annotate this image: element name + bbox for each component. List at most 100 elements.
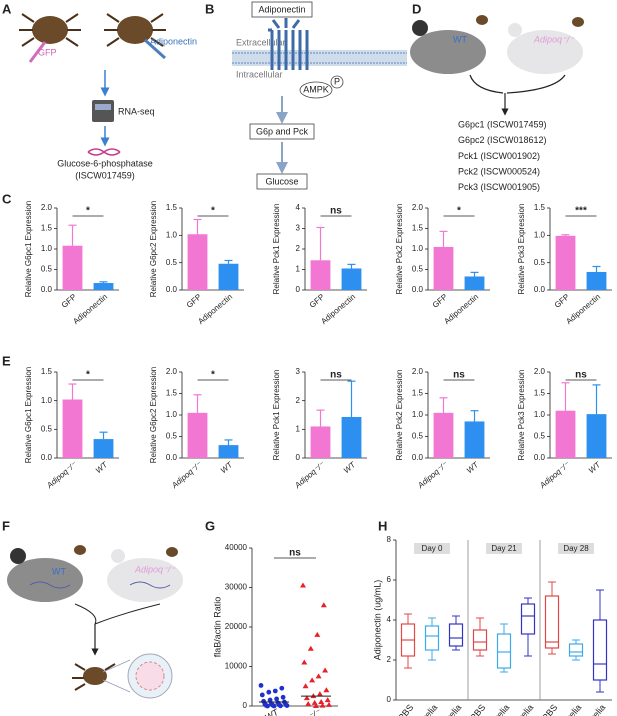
y-tick-label: 3 [296, 224, 301, 233]
gene-list: G6pc1 (ISCW017459) G6pc2 (ISCW018612) Pck1… [458, 119, 547, 192]
point [314, 631, 321, 637]
panel-letter: E [2, 353, 11, 368]
y-tick-label: 1.0 [41, 244, 53, 253]
mouse-ear [508, 23, 522, 37]
label: RNA-seq [118, 106, 155, 116]
x-tick-label: Adiponectin [442, 292, 480, 326]
point [307, 645, 314, 651]
y-tick-label: 3 [296, 367, 301, 376]
point [284, 703, 290, 709]
sequencer [92, 100, 114, 122]
gene-label: G6pc2 (ISCW018612) [458, 135, 547, 145]
y-tick-label: 1.0 [534, 230, 546, 239]
y-tick-label: 1.5 [41, 367, 53, 376]
box [520, 603, 536, 635]
y-tick-label: 0.0 [412, 285, 424, 294]
mouse-ear [111, 549, 125, 563]
bar [341, 417, 362, 458]
y-axis-label: Relative G6pc2 Expression [149, 367, 158, 464]
point [278, 703, 283, 709]
bar [62, 399, 83, 458]
point [324, 697, 331, 703]
y-axis-label: Relative G6pc1 Expression [24, 201, 33, 298]
y-axis-label: Adiponectin (ug/mL) [372, 580, 382, 661]
y-tick-label: 0 [387, 695, 392, 704]
y-tick-label: 0.5 [166, 258, 178, 267]
panel-letter: A [2, 1, 12, 16]
day-box [558, 543, 594, 554]
mouse-ear [412, 20, 428, 36]
label: WT [453, 34, 467, 44]
bar [433, 412, 454, 458]
diagram-a: GFP Adiponectin RNA-seq Glucose-6-phosph… [19, 13, 197, 180]
box [448, 623, 464, 647]
x-tick-label: Adipoq⁻/⁻ [282, 707, 324, 716]
y-tick-label: 8 [387, 535, 392, 544]
point [319, 702, 326, 708]
x-tick-label: WT [342, 460, 358, 476]
sig-label: ns [330, 370, 342, 381]
y-tick-label: 1.5 [412, 389, 424, 398]
x-tick-label: PBS [468, 702, 487, 716]
label: Adiponectin [150, 36, 197, 46]
panel-letter: F [2, 518, 10, 533]
receptor [268, 18, 309, 70]
sig-label: ns [575, 370, 587, 381]
y-tick-label: 0 [243, 701, 248, 710]
point [316, 691, 323, 697]
y-tick-label: 40000 [225, 543, 248, 552]
x-tick-label: GFP [185, 292, 203, 309]
ampk [299, 81, 333, 99]
bar [310, 260, 331, 290]
mouse [107, 558, 183, 602]
y-tick-label: 1.0 [534, 410, 546, 419]
diagram-d: WT Adipoq⁻/⁻ G6pc1 (ISCW017459) G6pc2 (IS… [410, 15, 584, 192]
mouse-ear [10, 548, 26, 564]
y-tick-label: 1.5 [166, 389, 178, 398]
point [311, 699, 318, 705]
y-tick-label: 2.0 [41, 203, 53, 212]
box [424, 625, 440, 651]
panel-letter: B [205, 1, 214, 16]
tick-icon [572, 17, 584, 27]
y-axis-label: Relative Pck3 Expression [517, 204, 526, 295]
y-axis-label: Relative Pck1 Expression [272, 370, 281, 461]
x-tick-label: PBS [396, 702, 415, 716]
sig-label: * [86, 370, 90, 381]
label: G6p and Pck [256, 126, 309, 136]
panel-title: Day 28 [563, 544, 589, 553]
box [256, 173, 308, 190]
x-tick-label: GFP [553, 292, 571, 309]
bar [218, 445, 239, 458]
y-tick-label: 0.5 [166, 432, 178, 441]
sig-label: ns [330, 206, 342, 217]
point [318, 699, 325, 705]
x-tick-label: GFP [308, 292, 326, 309]
tick-legs [72, 663, 116, 691]
tick-icon [166, 547, 178, 557]
y-tick-label: 0.0 [41, 285, 53, 294]
x-tick-label: Adipoq⁻/⁻ [537, 460, 571, 491]
y-tick-label: 1.0 [41, 396, 53, 405]
sig-label: * [211, 206, 215, 217]
label: Adipoq⁻/⁻ [533, 34, 575, 44]
bar [464, 421, 485, 458]
point [272, 688, 278, 694]
y-tick-label: 1.5 [534, 203, 546, 212]
bar [218, 263, 239, 290]
y-tick-label: 0.5 [534, 432, 546, 441]
sig-label: ns [289, 548, 301, 559]
diagram-b: Adiponectin Extracellular Intracellular … [232, 1, 407, 190]
label: (ISCW017459) [75, 170, 135, 180]
y-tick-label: 30000 [225, 583, 248, 592]
point [274, 696, 279, 702]
y-tick-label: 1.5 [41, 224, 53, 233]
point [326, 701, 332, 707]
tick-icon [117, 16, 153, 44]
x-tick-label: Adipoq⁻/⁻ [44, 460, 78, 491]
y-tick-label: 0.5 [534, 258, 546, 267]
bar [586, 414, 607, 458]
y-axis-label: Relative Pck2 Expression [395, 370, 404, 461]
vessel [29, 581, 71, 589]
